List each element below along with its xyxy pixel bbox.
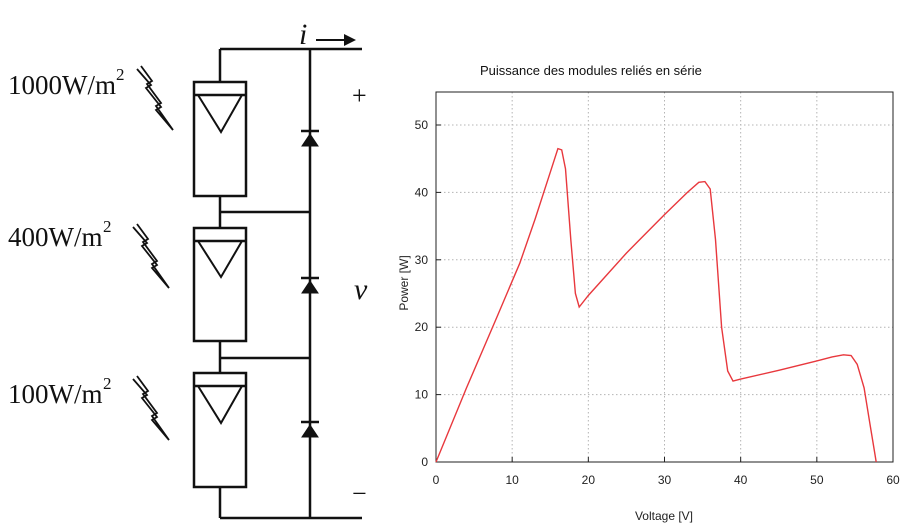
tick-marks bbox=[435, 124, 894, 463]
minus-terminal: − bbox=[352, 479, 367, 508]
irradiance-value: 1000W/m bbox=[8, 70, 116, 100]
x-tick-label: 40 bbox=[734, 473, 748, 487]
irradiance-value: 400W/m bbox=[8, 222, 103, 252]
y-tick-label: 10 bbox=[415, 388, 429, 402]
gridlines bbox=[436, 92, 893, 462]
current-label: i bbox=[299, 18, 307, 51]
y-axis-label: Power [W] bbox=[397, 255, 411, 310]
y-tick-label: 0 bbox=[421, 455, 428, 469]
sunlight-bolt-icon bbox=[136, 65, 174, 131]
x-tick-label: 10 bbox=[505, 473, 519, 487]
pv-module-2 bbox=[192, 226, 248, 343]
pv-module-1 bbox=[192, 80, 248, 198]
y-tick-labels: 0 10 20 30 40 50 bbox=[415, 118, 429, 469]
y-tick-label: 50 bbox=[415, 118, 429, 132]
pv-module-3 bbox=[192, 371, 248, 489]
irradiance-value: 100W/m bbox=[8, 379, 103, 409]
irradiance-label-1: 1000W/m 2 bbox=[8, 65, 125, 100]
y-tick-label: 20 bbox=[415, 320, 429, 334]
x-tick-label: 30 bbox=[658, 473, 672, 487]
bypass-diode-1 bbox=[301, 129, 319, 147]
x-axis-label: Voltage [V] bbox=[635, 509, 693, 523]
y-tick-label: 40 bbox=[415, 185, 429, 199]
y-tick-label: 30 bbox=[415, 253, 429, 267]
irradiance-label-3: 100W/m 2 bbox=[8, 374, 112, 409]
x-tick-label: 0 bbox=[433, 473, 440, 487]
chart-title: Puissance des modules reliés en série bbox=[480, 63, 702, 78]
bypass-diode-3 bbox=[301, 420, 319, 438]
plus-terminal: + bbox=[352, 81, 367, 110]
x-tick-label: 60 bbox=[886, 473, 900, 487]
bypass-diode-2 bbox=[301, 276, 319, 294]
chart: 0 10 20 30 40 50 60 0 10 20 30 40 50 bbox=[415, 91, 900, 487]
current-arrow-icon bbox=[316, 34, 356, 46]
irradiance-label-2: 400W/m 2 bbox=[8, 217, 112, 252]
power-voltage-curve bbox=[435, 147, 877, 463]
irradiance-exponent: 2 bbox=[103, 217, 112, 236]
x-tick-label: 50 bbox=[810, 473, 824, 487]
irradiance-exponent: 2 bbox=[103, 374, 112, 393]
voltage-label: v bbox=[354, 273, 368, 306]
x-tick-labels: 0 10 20 30 40 50 60 bbox=[433, 473, 900, 487]
irradiance-exponent: 2 bbox=[116, 65, 125, 84]
sunlight-bolt-icon bbox=[132, 223, 170, 289]
x-tick-label: 20 bbox=[582, 473, 596, 487]
sunlight-bolt-icon bbox=[132, 375, 170, 441]
